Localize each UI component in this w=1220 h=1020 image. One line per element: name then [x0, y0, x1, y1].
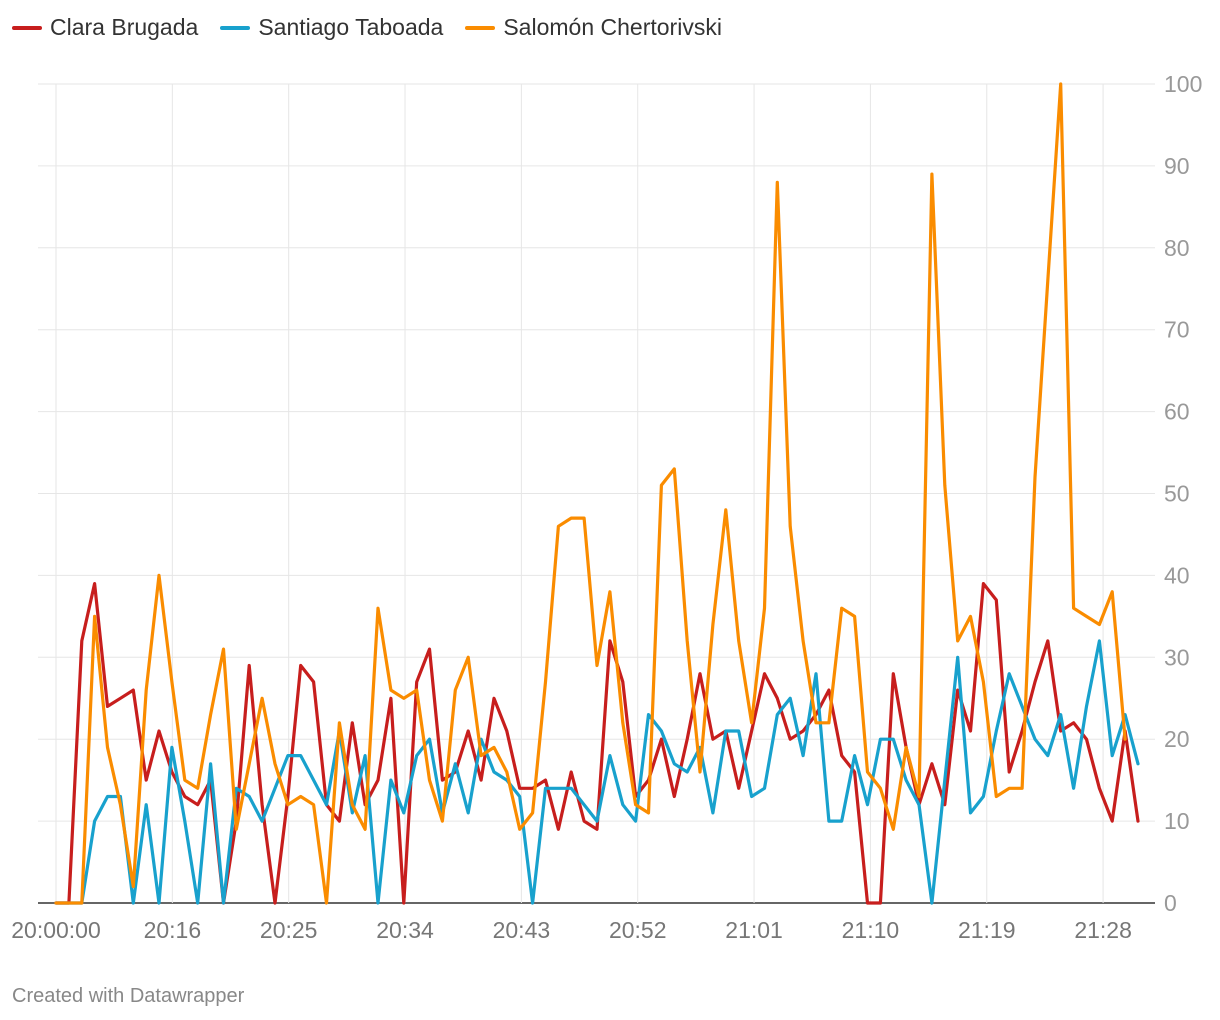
credit-text: Created with Datawrapper [12, 985, 245, 1007]
y-tick-label: 80 [1164, 235, 1190, 261]
series-lines [54, 82, 1140, 905]
legend: Clara Brugada Santiago Taboada Salomón C… [12, 14, 722, 41]
x-tick-label: 20:25 [260, 917, 318, 943]
legend-label-santiago-taboada: Santiago Taboada [258, 14, 444, 40]
legend-item-salomon-chertorivski[interactable]: Salomón Chertorivski [465, 14, 722, 41]
legend-swatch-salomon-chertorivski [465, 25, 496, 30]
x-tick-label: 20:34 [376, 917, 434, 943]
series-line-santiago-taboada [54, 639, 1140, 905]
y-tick-label: 60 [1164, 399, 1190, 425]
legend-label-salomon-chertorivski: Salomón Chertorivski [503, 14, 722, 40]
legend-swatch-santiago-taboada [220, 25, 251, 30]
legend-label-clara-brugada: Clara Brugada [50, 14, 199, 40]
y-tick-label: 20 [1164, 726, 1190, 752]
y-tick-label: 90 [1164, 153, 1190, 179]
x-tick-label: 20:16 [144, 917, 202, 943]
x-tick-label: 20:43 [493, 917, 551, 943]
legend-item-clara-brugada[interactable]: Clara Brugada [12, 14, 198, 41]
y-tick-label: 0 [1164, 890, 1177, 916]
legend-swatch-clara-brugada [12, 25, 42, 30]
y-tick-label: 50 [1164, 481, 1190, 507]
y-tick-label: 30 [1164, 644, 1190, 670]
y-tick-label: 40 [1164, 562, 1190, 588]
series-line-salom-n-chertorivski [54, 82, 1127, 905]
y-tick-label: 100 [1164, 71, 1202, 97]
y-axis-ticks: 0 10 20 30 40 50 60 70 80 90 100 [1164, 71, 1202, 916]
x-tick-label: 20:52 [609, 917, 667, 943]
x-tick-label: 21:19 [958, 917, 1016, 943]
x-gridlines [55, 84, 1104, 903]
legend-item-santiago-taboada[interactable]: Santiago Taboada [220, 14, 443, 41]
y-tick-label: 10 [1164, 808, 1190, 834]
x-tick-label: 20:00:00 [11, 917, 101, 943]
y-tick-label: 70 [1164, 317, 1190, 343]
x-axis-ticks: 20:00:00 20:16 20:25 20:34 20:43 20:52 21:01 21… [11, 917, 1132, 943]
x-tick-label: 21:01 [725, 917, 783, 943]
x-tick-label: 21:28 [1074, 917, 1132, 943]
x-tick-label: 21:10 [842, 917, 900, 943]
